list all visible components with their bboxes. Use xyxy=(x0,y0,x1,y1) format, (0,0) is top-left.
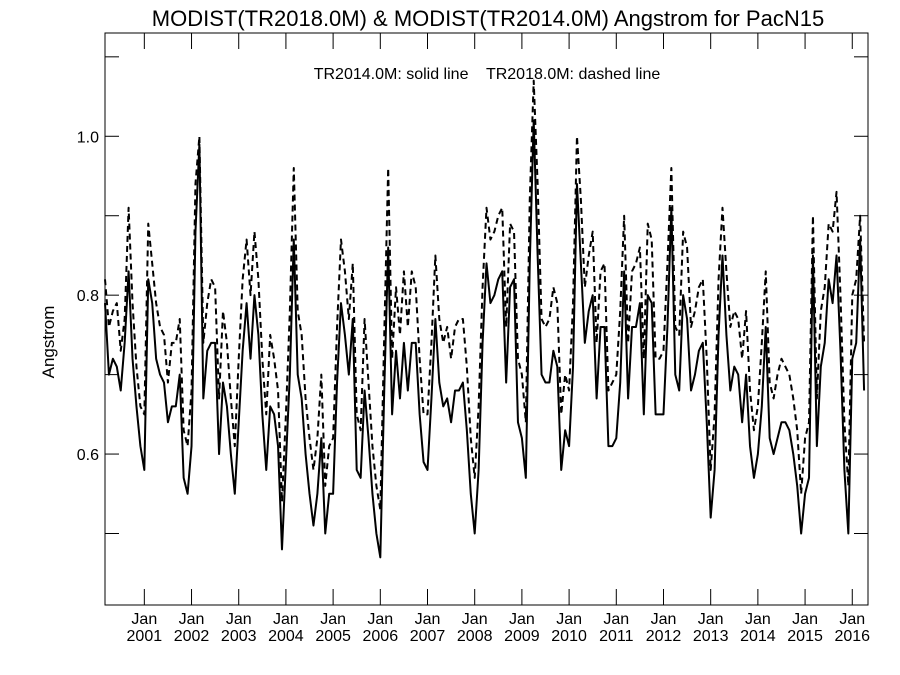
x-tick-month: Jan xyxy=(367,611,393,628)
x-tick-year: 2014 xyxy=(740,628,776,645)
y-tick-labels: 0.6 0.8 1.0 xyxy=(77,129,99,464)
x-tick-labels: Jan2001Jan2002Jan2003Jan2004Jan2005Jan20… xyxy=(127,611,871,645)
x-tick-month: Jan xyxy=(179,611,205,628)
axis-ticks xyxy=(105,33,868,605)
x-tick-month: Jan xyxy=(462,611,488,628)
x-tick-month: Jan xyxy=(651,611,677,628)
y-axis-label: Angstrom xyxy=(39,306,58,379)
x-tick-year: 2012 xyxy=(646,628,682,645)
x-tick-year: 2004 xyxy=(268,628,304,645)
x-tick-year: 2003 xyxy=(221,628,257,645)
series-tr2018-0m xyxy=(104,79,866,511)
series-lines xyxy=(104,79,866,559)
y-tick-label: 0.6 xyxy=(77,447,99,464)
x-tick-month: Jan xyxy=(415,611,441,628)
chart-title: MODIST(TR2018.0M) & MODIST(TR2014.0M) An… xyxy=(152,6,824,31)
x-tick-year: 2007 xyxy=(410,628,446,645)
plot-frame xyxy=(104,32,869,606)
x-tick-year: 2006 xyxy=(363,628,399,645)
x-tick-year: 2008 xyxy=(457,628,493,645)
x-tick-year: 2001 xyxy=(127,628,163,645)
x-tick-month: Jan xyxy=(603,611,629,628)
x-tick-month: Jan xyxy=(839,611,865,628)
x-tick-month: Jan xyxy=(745,611,771,628)
x-tick-month: Jan xyxy=(320,611,346,628)
x-tick-year: 2009 xyxy=(504,628,540,645)
x-tick-year: 2010 xyxy=(551,628,587,645)
x-tick-month: Jan xyxy=(698,611,724,628)
x-tick-month: Jan xyxy=(131,611,157,628)
x-tick-year: 2015 xyxy=(787,628,823,645)
x-tick-year: 2016 xyxy=(834,628,870,645)
y-tick-label: 0.8 xyxy=(77,288,99,305)
x-tick-month: Jan xyxy=(556,611,582,628)
x-tick-year: 2005 xyxy=(315,628,351,645)
x-tick-year: 2011 xyxy=(599,628,634,645)
x-tick-month: Jan xyxy=(792,611,818,628)
series-tr2014-0m xyxy=(104,119,866,559)
x-tick-month: Jan xyxy=(509,611,535,628)
x-tick-year: 2002 xyxy=(174,628,210,645)
y-tick-label: 1.0 xyxy=(77,129,99,146)
x-tick-month: Jan xyxy=(273,611,299,628)
x-tick-month: Jan xyxy=(226,611,252,628)
chart-legend-note: TR2014.0M: solid line TR2018.0M: dashed … xyxy=(314,66,661,83)
x-tick-year: 2013 xyxy=(693,628,729,645)
